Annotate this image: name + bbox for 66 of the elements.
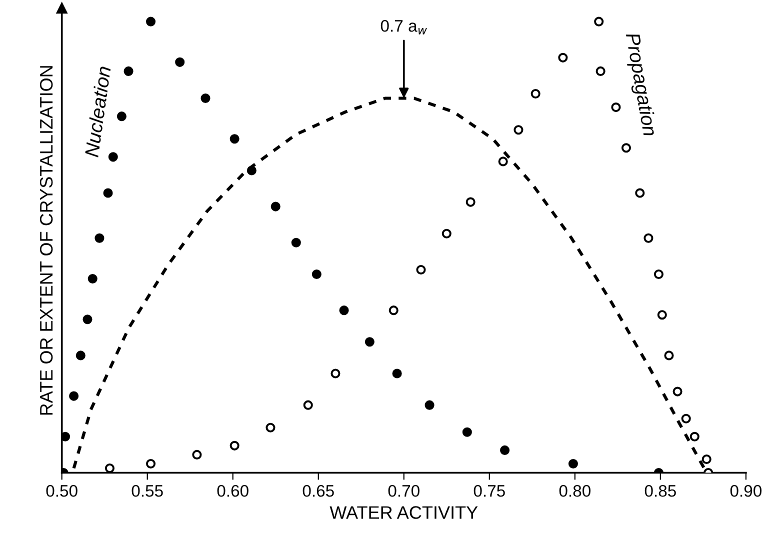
point xyxy=(103,188,113,198)
point xyxy=(500,445,510,455)
point xyxy=(339,306,349,316)
x-tick-label: 0.80 xyxy=(559,485,590,497)
point xyxy=(230,440,240,450)
point xyxy=(88,274,98,284)
point xyxy=(672,386,682,396)
point xyxy=(246,166,256,176)
point xyxy=(416,264,426,274)
point xyxy=(146,16,156,26)
point xyxy=(558,52,568,62)
point xyxy=(69,391,79,401)
text: Nucleation xyxy=(84,66,111,158)
point xyxy=(364,337,374,347)
point xyxy=(388,306,398,316)
point xyxy=(116,112,126,122)
point xyxy=(498,156,508,166)
x-tick-label: 0.65 xyxy=(302,485,334,497)
point xyxy=(266,422,276,432)
point xyxy=(530,88,540,99)
text: Propagation xyxy=(622,32,658,138)
x-tick-label: 0.50 xyxy=(46,485,78,497)
point xyxy=(175,57,185,67)
point xyxy=(424,400,434,410)
point xyxy=(462,427,472,437)
point xyxy=(596,66,606,76)
point xyxy=(124,66,134,76)
point xyxy=(681,414,691,424)
point xyxy=(303,400,313,410)
point xyxy=(702,454,712,464)
x-tick-label: 0.60 xyxy=(217,485,248,497)
point xyxy=(200,93,210,104)
point xyxy=(657,310,667,320)
point xyxy=(291,238,301,248)
x-tick-label: 0.70 xyxy=(388,485,420,497)
point xyxy=(312,269,322,280)
y-axis-title: RATE OR EXTENT OF CRYSTALLIZATION xyxy=(40,66,53,415)
point xyxy=(514,125,524,135)
x-tick-label: 0.75 xyxy=(474,485,505,497)
point xyxy=(664,350,674,360)
point xyxy=(690,432,700,442)
x-axis-title: WATER ACTIVITY xyxy=(330,506,478,519)
point xyxy=(611,102,621,112)
point xyxy=(76,350,86,360)
point xyxy=(330,368,340,378)
point xyxy=(594,16,604,26)
x-tick-label: 0.55 xyxy=(132,485,163,497)
point xyxy=(644,233,654,243)
point xyxy=(442,228,452,238)
x-tick-label: 0.85 xyxy=(644,485,676,497)
point xyxy=(568,458,578,469)
x-tick-label: 0.90 xyxy=(730,485,762,497)
point xyxy=(146,458,156,469)
point xyxy=(192,450,202,460)
point xyxy=(635,188,645,198)
point xyxy=(62,432,70,442)
annotation: 0.7 a$_{w}$ xyxy=(380,20,428,34)
point xyxy=(621,143,632,153)
point xyxy=(270,202,280,212)
point xyxy=(230,134,240,144)
point xyxy=(654,269,664,280)
point xyxy=(466,197,476,207)
point xyxy=(94,233,104,243)
point xyxy=(82,314,92,324)
point xyxy=(104,463,115,473)
point xyxy=(392,368,402,378)
